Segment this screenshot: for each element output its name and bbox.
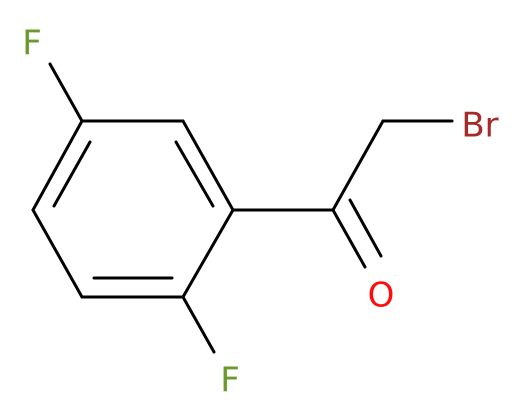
- bond: [181, 119, 235, 212]
- bonds: [31, 62, 454, 354]
- atom-label: F: [220, 361, 240, 401]
- bond: [348, 198, 383, 258]
- bond-inner: [174, 140, 215, 208]
- bond: [181, 208, 235, 299]
- atom-label: F: [22, 24, 42, 64]
- bond: [31, 208, 84, 299]
- bond-inner: [52, 140, 92, 208]
- atom-label: Br: [461, 106, 498, 146]
- bond: [331, 208, 367, 269]
- bond: [181, 295, 216, 354]
- bond: [31, 119, 84, 212]
- atom-label: O: [368, 276, 395, 316]
- bond: [331, 119, 385, 212]
- bond: [48, 62, 84, 123]
